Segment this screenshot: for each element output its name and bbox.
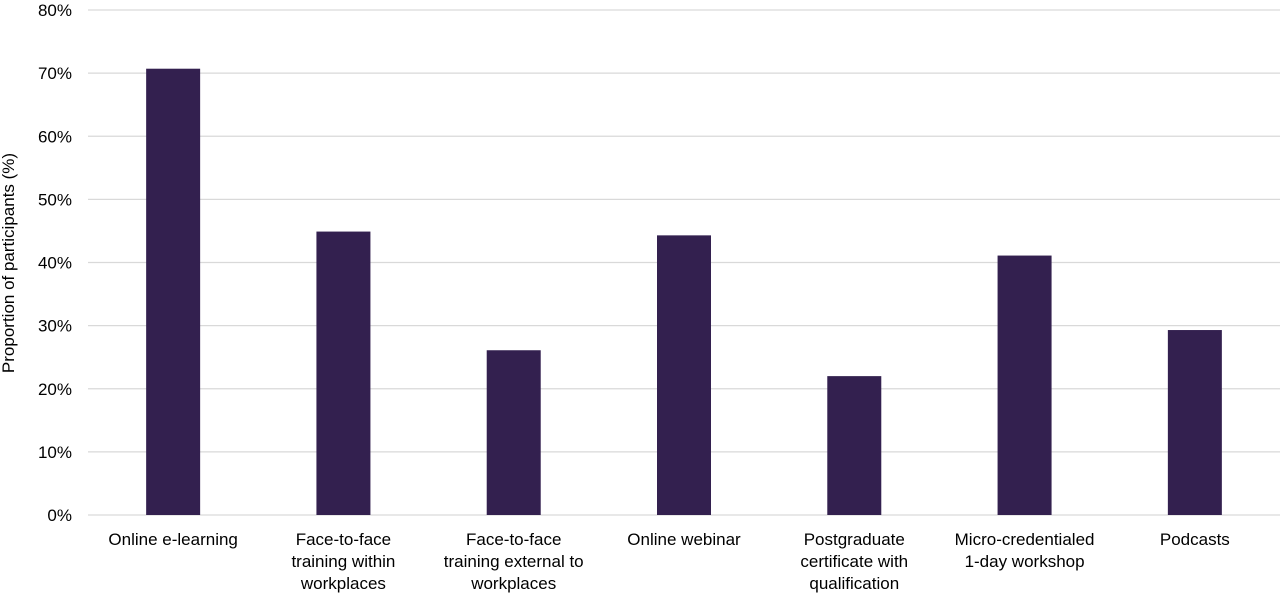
- bar: [146, 68, 201, 516]
- y-tick-label: 80%: [38, 1, 72, 20]
- x-category-label: Micro-credentialed 1-day workshop: [955, 530, 1095, 571]
- y-tick-label: 20%: [38, 380, 72, 399]
- bar: [486, 350, 541, 515]
- x-category-label: Face-to-face training within workplaces: [291, 530, 395, 593]
- y-axis-title: Proportion of participants (%): [0, 153, 18, 373]
- y-tick-label: 60%: [38, 127, 72, 146]
- bar: [316, 231, 371, 515]
- x-axis-category-labels: Online e-learning Face-to-face training wi…: [108, 530, 1229, 593]
- x-category-label: Postgraduate certificate with qualificatio…: [800, 530, 908, 593]
- bar: [1167, 330, 1222, 515]
- bar: [997, 255, 1052, 515]
- bar: [827, 376, 882, 515]
- y-tick-label: 10%: [38, 443, 72, 462]
- y-axis-tick-labels: 0% 10% 20% 30% 40% 50% 60% 70% 80%: [38, 1, 72, 525]
- y-tick-label: 0%: [47, 506, 72, 525]
- x-category-label: Podcasts: [1160, 530, 1230, 549]
- bars: [146, 68, 1222, 516]
- y-tick-label: 40%: [38, 254, 72, 273]
- y-tick-label: 50%: [38, 190, 72, 209]
- x-category-label: Face-to-face training external to workplac…: [444, 530, 584, 593]
- x-category-label: Online e-learning: [108, 530, 237, 549]
- x-category-label: Online webinar: [627, 530, 741, 549]
- bar: [657, 235, 711, 515]
- y-tick-label: 70%: [38, 64, 72, 83]
- y-tick-label: 30%: [38, 317, 72, 336]
